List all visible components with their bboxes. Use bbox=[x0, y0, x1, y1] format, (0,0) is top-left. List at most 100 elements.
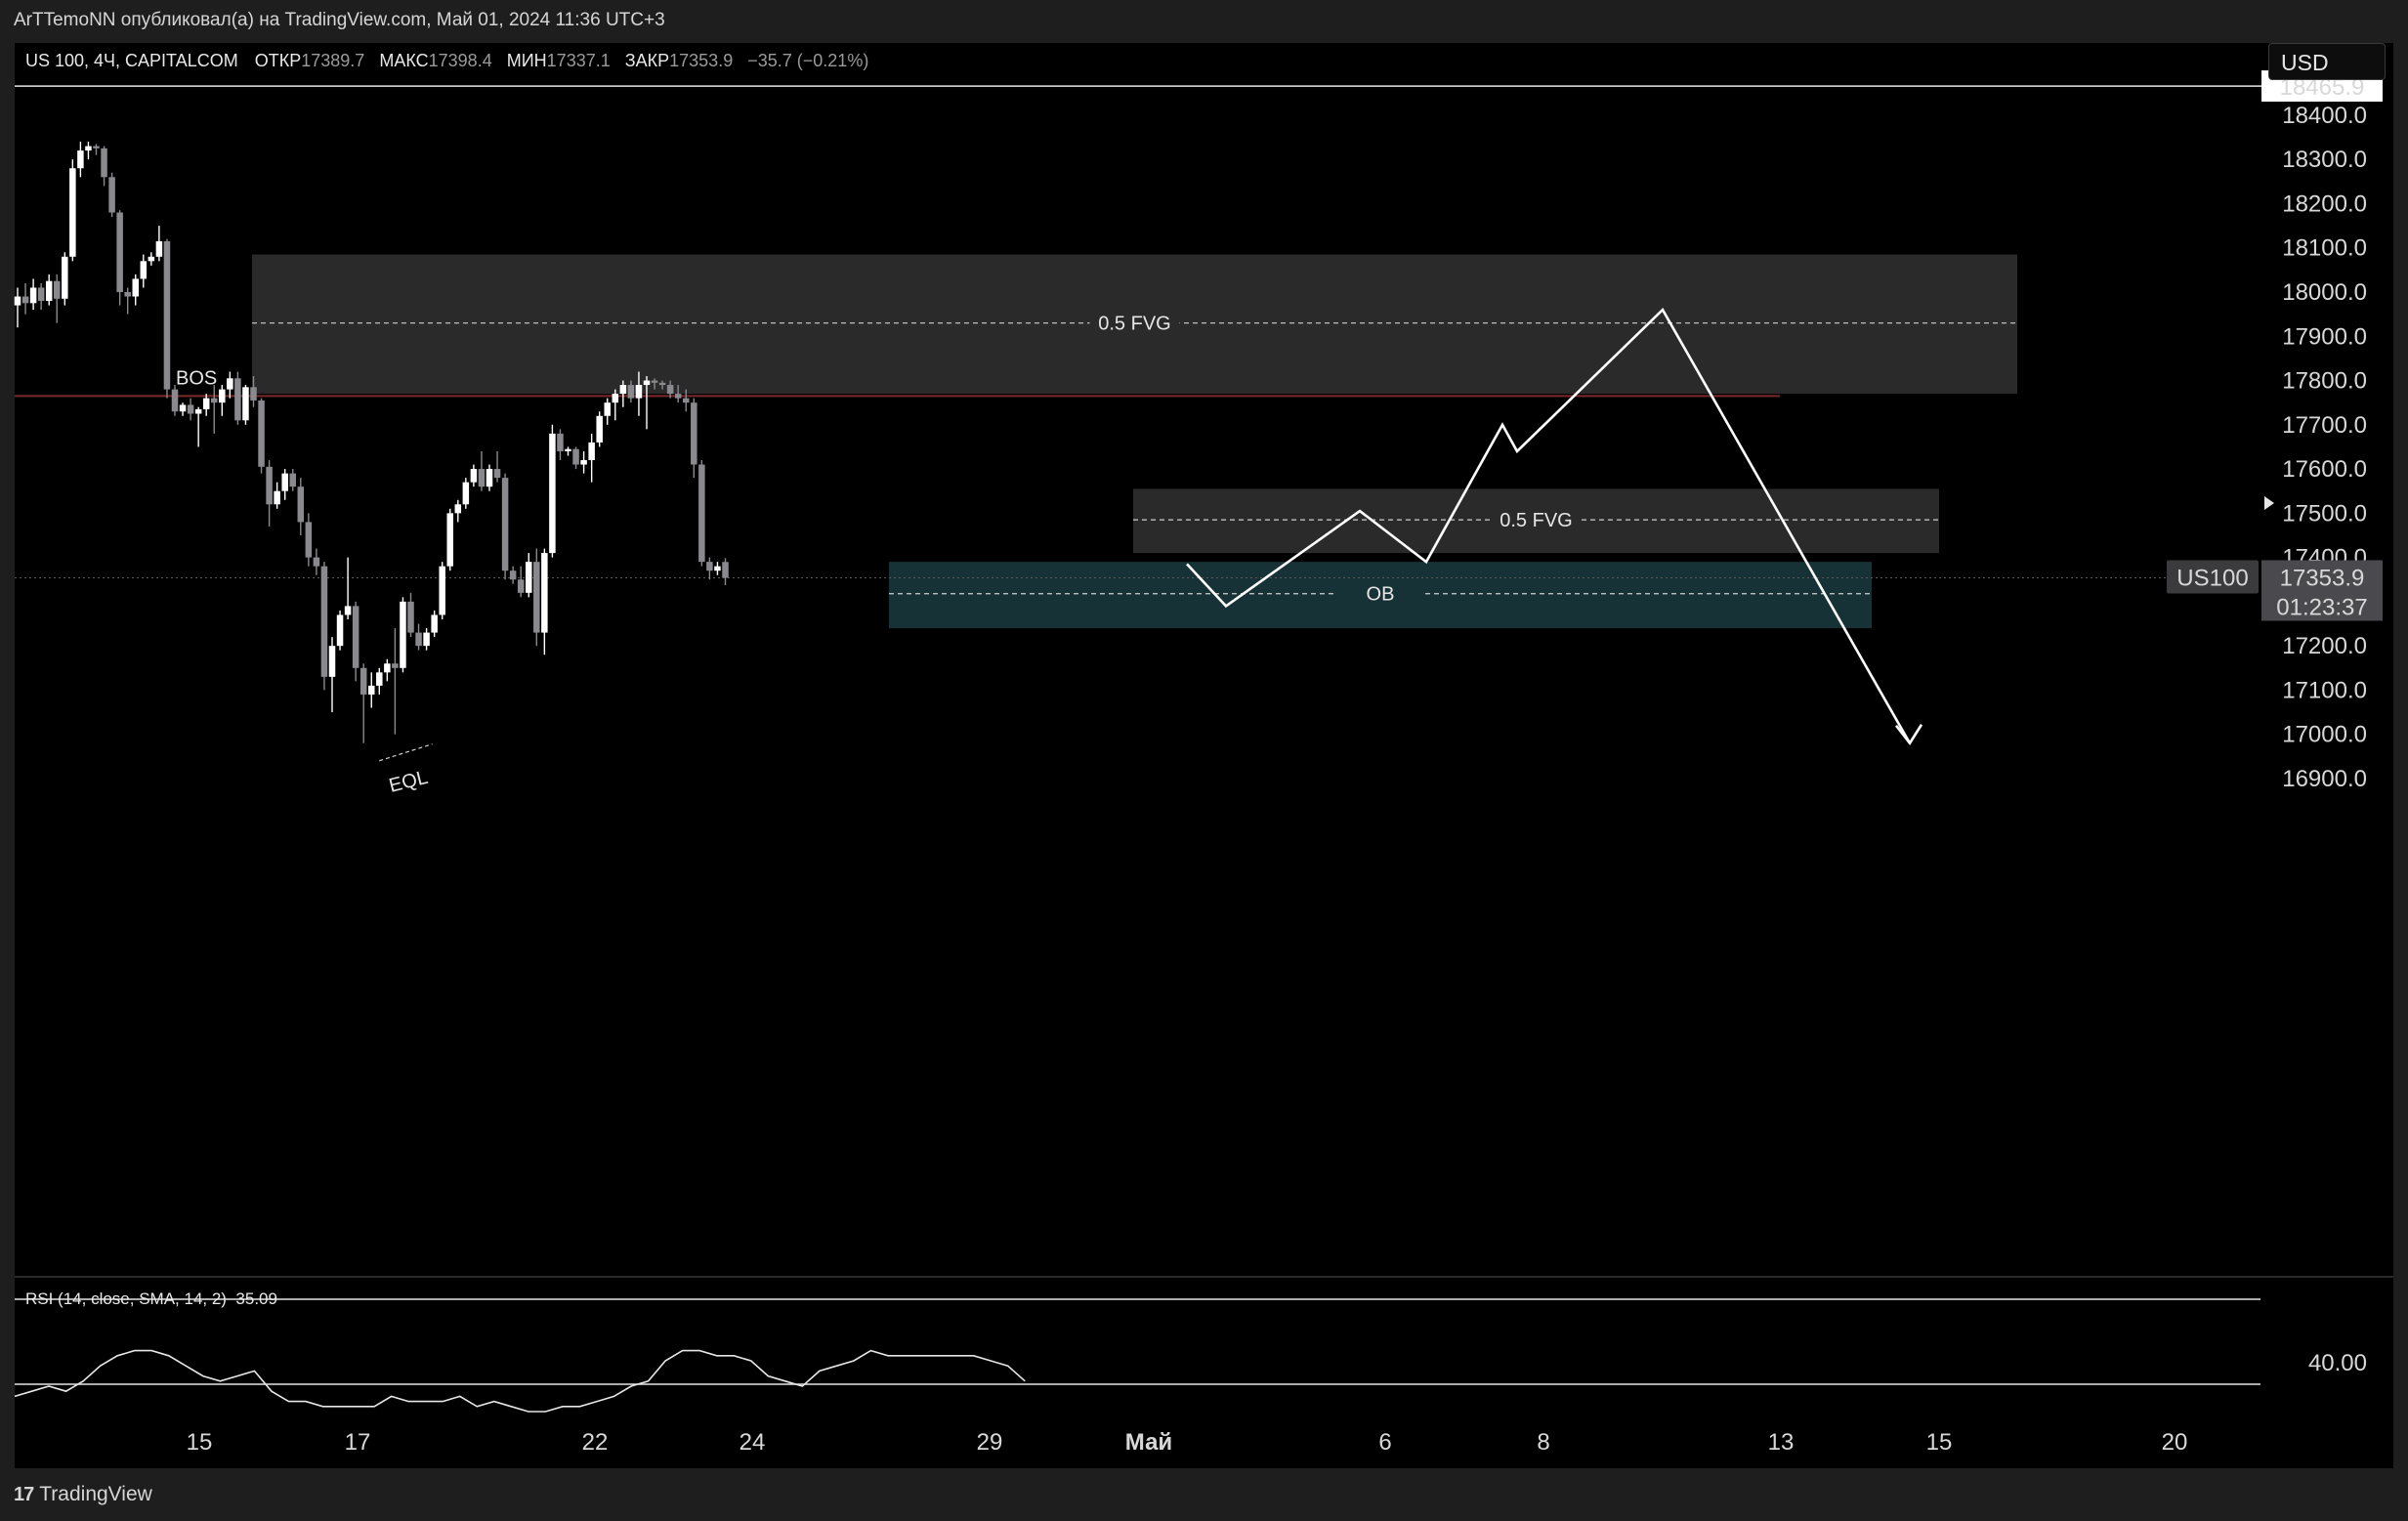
time-tick-label: 8 bbox=[1537, 1429, 1549, 1456]
candle-up bbox=[714, 566, 721, 571]
price-tick-label: 17600.0 bbox=[2282, 456, 2367, 483]
price-tick-label: 17700.0 bbox=[2282, 412, 2367, 439]
fvg-lower-label-bg bbox=[1491, 507, 1582, 533]
candle-up bbox=[635, 385, 643, 399]
tradingview-logo-icon: 17 bbox=[14, 1483, 34, 1505]
price-tick-label: 17100.0 bbox=[2282, 677, 2367, 703]
legend-symbol: US 100, 4Ч, CAPITALCOM bbox=[25, 51, 238, 70]
time-tick-label: 17 bbox=[345, 1429, 371, 1456]
candle-up bbox=[194, 408, 202, 414]
tradingview-logo[interactable]: 17 TradingView bbox=[14, 1483, 152, 1506]
candle-up bbox=[588, 442, 595, 461]
projection-arrowhead bbox=[1894, 724, 1923, 746]
candle-down bbox=[320, 566, 328, 677]
bottom-bar bbox=[0, 1468, 2408, 1521]
candle-down bbox=[722, 562, 729, 578]
candle-down bbox=[93, 146, 100, 148]
fvg-upper-label: 0.5 FVG bbox=[1098, 314, 1170, 335]
candle-down bbox=[37, 287, 45, 302]
candle-down bbox=[171, 389, 179, 412]
candle-up bbox=[69, 168, 76, 257]
rsi-axis-label: 40.00 bbox=[2308, 1350, 2367, 1376]
candle-up bbox=[242, 387, 249, 421]
candle-down bbox=[493, 469, 501, 479]
candle-up bbox=[62, 256, 68, 299]
candle-down bbox=[698, 464, 705, 563]
candle-down bbox=[163, 240, 171, 390]
symbol-legend: US 100, 4Ч, CAPITALCOM ОТКР17389.7 МАКС 1… bbox=[25, 51, 868, 71]
candle-up bbox=[462, 482, 470, 505]
time-tick-label: 13 bbox=[1768, 1429, 1795, 1456]
legend-open-label: ОТКР bbox=[254, 51, 302, 70]
projection-layer bbox=[1186, 308, 1923, 746]
legend-high-label: МАКС bbox=[379, 51, 429, 70]
candle-up bbox=[400, 601, 406, 668]
candle-up bbox=[202, 398, 210, 409]
candle-up bbox=[454, 504, 462, 514]
rsi-legend: RSI (14, close, SMA, 14, 2) 35.09 bbox=[25, 1289, 277, 1309]
candle-down bbox=[627, 385, 635, 399]
candle-up bbox=[281, 473, 288, 491]
candle-down bbox=[21, 296, 29, 304]
legend-close-value: 17353.9 bbox=[669, 51, 734, 70]
candle-up bbox=[470, 469, 478, 483]
eql-label: EQL bbox=[387, 767, 430, 797]
candle-up bbox=[580, 460, 587, 465]
candle-down bbox=[297, 486, 305, 523]
eql-line bbox=[379, 743, 433, 762]
candle-down bbox=[691, 402, 697, 465]
price-tick-label: 17000.0 bbox=[2282, 722, 2367, 748]
time-tick-label: 6 bbox=[1378, 1429, 1391, 1456]
candle-down bbox=[683, 398, 690, 403]
countdown-label: 01:23:37 bbox=[2276, 594, 2367, 620]
legend-open-value: 17389.7 bbox=[301, 51, 365, 70]
candle-up bbox=[140, 261, 148, 279]
candle-up bbox=[549, 433, 556, 554]
candle-up bbox=[219, 389, 226, 403]
rsi-value: 35.09 bbox=[235, 1289, 277, 1308]
legend-low-value: 17337.1 bbox=[546, 51, 611, 70]
candle-down bbox=[250, 387, 257, 401]
candle-up bbox=[376, 672, 383, 686]
candle-down bbox=[352, 606, 359, 668]
price-tick-label: 18000.0 bbox=[2282, 279, 2367, 306]
price-tick-label: 16900.0 bbox=[2282, 766, 2367, 792]
candle-up bbox=[446, 513, 453, 567]
candle-down bbox=[108, 177, 115, 213]
candle-down bbox=[234, 378, 241, 421]
candle-up bbox=[148, 256, 155, 262]
symbol-tag: US100 bbox=[2176, 565, 2248, 591]
candle-down bbox=[478, 469, 486, 487]
candle-up bbox=[328, 646, 336, 677]
rsi-label-text: RSI (14, close, SMA, 14, 2) bbox=[25, 1289, 227, 1308]
candle-up bbox=[179, 404, 187, 412]
candle-down bbox=[392, 663, 399, 668]
projection-path bbox=[1186, 308, 1912, 744]
candle-up bbox=[384, 663, 391, 673]
candle-up bbox=[274, 490, 280, 505]
price-tick-label: 17200.0 bbox=[2282, 633, 2367, 659]
candle-up bbox=[431, 614, 438, 633]
candle-up bbox=[77, 150, 84, 169]
bos-label: BOS bbox=[176, 367, 217, 389]
candle-down bbox=[666, 385, 674, 395]
author-line: ArTTemoNN опубликовал(а) на TradingView.… bbox=[14, 10, 665, 30]
candle-up bbox=[368, 685, 375, 695]
axis-scroll-icon bbox=[2264, 496, 2274, 510]
candle-down bbox=[415, 632, 422, 647]
price-axis: 18500.018400.018300.018200.018100.018000… bbox=[2167, 59, 2383, 792]
legend-change: −35.7 (−0.21%) bbox=[747, 51, 869, 70]
ob-label: OB bbox=[1367, 584, 1395, 606]
currency-button[interactable]: USD bbox=[2268, 43, 2386, 80]
candle-down bbox=[658, 382, 666, 386]
candle-down bbox=[509, 570, 517, 580]
candle-up bbox=[604, 402, 611, 416]
rsi-pane: 40.00 bbox=[14, 1276, 2393, 1413]
candle-down bbox=[674, 394, 682, 399]
time-tick-label: Май bbox=[1125, 1429, 1172, 1456]
time-tick-label: 22 bbox=[582, 1429, 609, 1456]
brand-name: TradingView bbox=[39, 1483, 152, 1505]
candle-up bbox=[155, 240, 163, 257]
candle-down bbox=[116, 212, 123, 292]
